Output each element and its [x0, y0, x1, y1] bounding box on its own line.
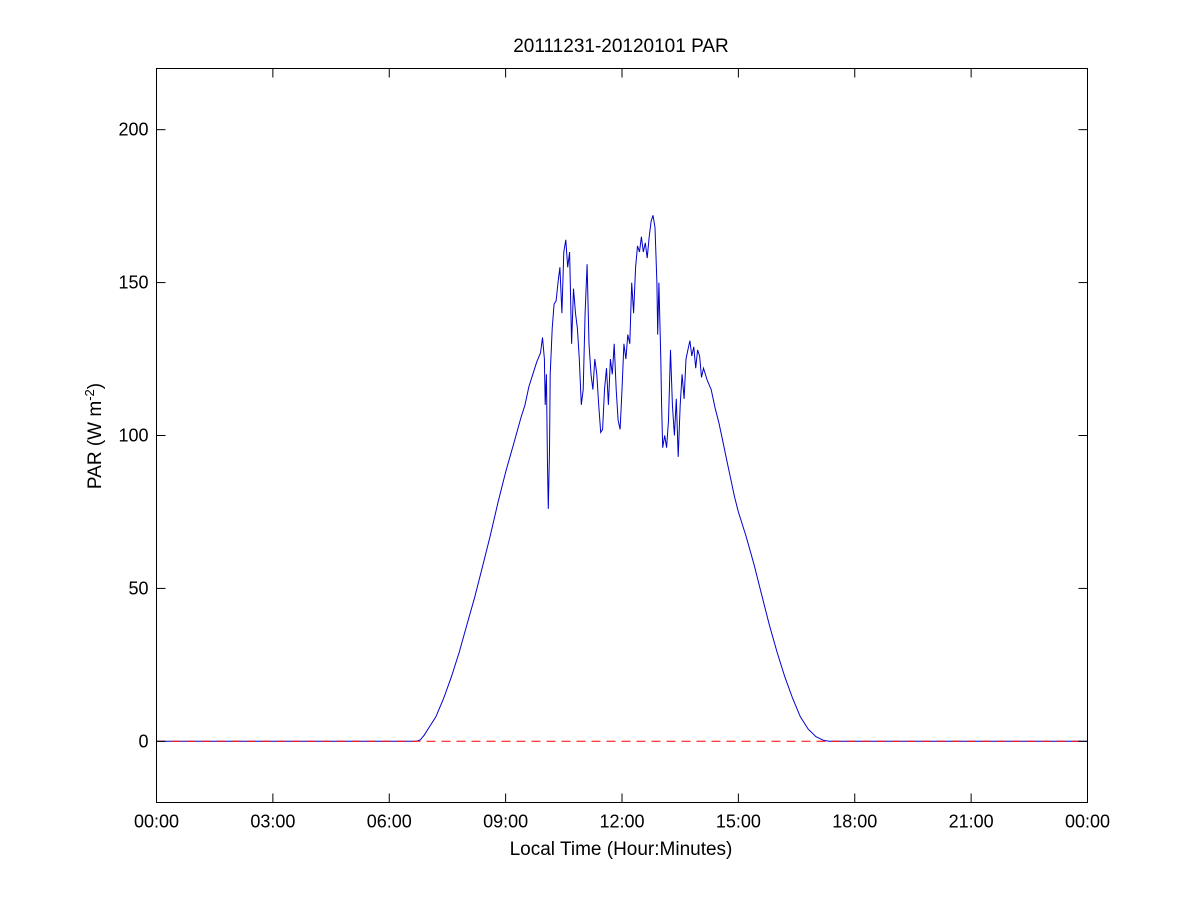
- x-tick-label: 18:00: [832, 812, 877, 832]
- x-tick-label: 06:00: [367, 812, 412, 832]
- y-axis-label-sup: -2: [82, 389, 97, 401]
- chart-title: 20111231-20120101 PAR: [513, 36, 729, 57]
- y-axis-label-close: ): [85, 383, 106, 389]
- plot-area: [156, 215, 1088, 742]
- y-axis-label-main: PAR (W m: [85, 401, 106, 489]
- y-tick-label: 50: [128, 578, 148, 598]
- y-tick-label: 0: [138, 731, 148, 751]
- x-tick-label: 21:00: [949, 812, 994, 832]
- x-tick-label: 00:00: [1065, 812, 1110, 832]
- axes-box: [156, 68, 1088, 803]
- x-tick-label: 12:00: [599, 812, 644, 832]
- x-axis: 00:00 03:00 06:00 09:00 12:00 15:00 18:00 21:00…: [134, 68, 1110, 832]
- y-axis-label: PAR (W m-2): [82, 383, 107, 489]
- x-axis-label: Local Time (Hour:Minutes): [510, 839, 733, 860]
- y-tick-label: 200: [118, 120, 148, 140]
- x-tick-label: 03:00: [250, 812, 295, 832]
- x-tick-label: 09:00: [483, 812, 528, 832]
- x-tick-label: 15:00: [716, 812, 761, 832]
- series-line-1: [156, 215, 1088, 742]
- x-tick-label: 00:00: [134, 812, 179, 832]
- y-tick-label: 150: [118, 273, 148, 293]
- y-tick-label: 100: [118, 426, 148, 446]
- y-axis: 0 50 100 150 200: [118, 120, 1088, 751]
